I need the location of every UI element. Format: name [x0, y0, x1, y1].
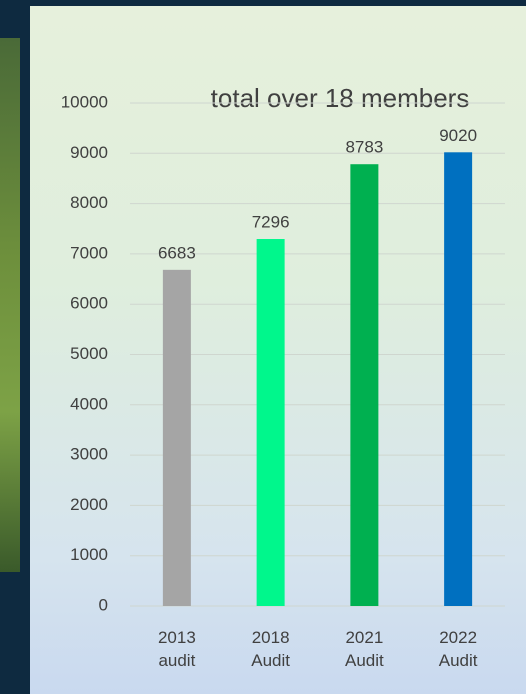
y-tick-label: 0 — [99, 595, 108, 614]
photo — [0, 38, 20, 572]
chart-title: total over 18 members — [211, 83, 470, 113]
bar — [162, 269, 191, 606]
data-label: 9020 — [439, 126, 477, 145]
x-tick-label: 2021 Audit — [345, 628, 384, 670]
data-label: 6683 — [158, 243, 196, 262]
data-label: 8783 — [345, 138, 383, 157]
y-tick-label: 9000 — [70, 143, 108, 162]
y-tick-label: 3000 — [70, 445, 108, 464]
y-tick-label: 6000 — [70, 294, 108, 313]
y-tick-label: 4000 — [70, 394, 108, 413]
y-tick-label: 7000 — [70, 243, 108, 262]
y-tick-label: 1000 — [70, 545, 108, 564]
y-tick-label: 2000 — [70, 495, 108, 514]
bar — [256, 239, 285, 606]
bar — [444, 152, 473, 606]
y-tick-label: 10000 — [61, 92, 108, 111]
x-tick-label: 2013 audit — [157, 628, 196, 670]
y-tick-label: 8000 — [70, 193, 108, 212]
y-tick-label: 5000 — [70, 344, 108, 363]
x-tick-label: 2022 Audit — [438, 628, 478, 670]
x-tick-label: 2018 Audit — [251, 628, 290, 670]
data-label: 7296 — [252, 212, 290, 231]
bar — [350, 164, 379, 607]
